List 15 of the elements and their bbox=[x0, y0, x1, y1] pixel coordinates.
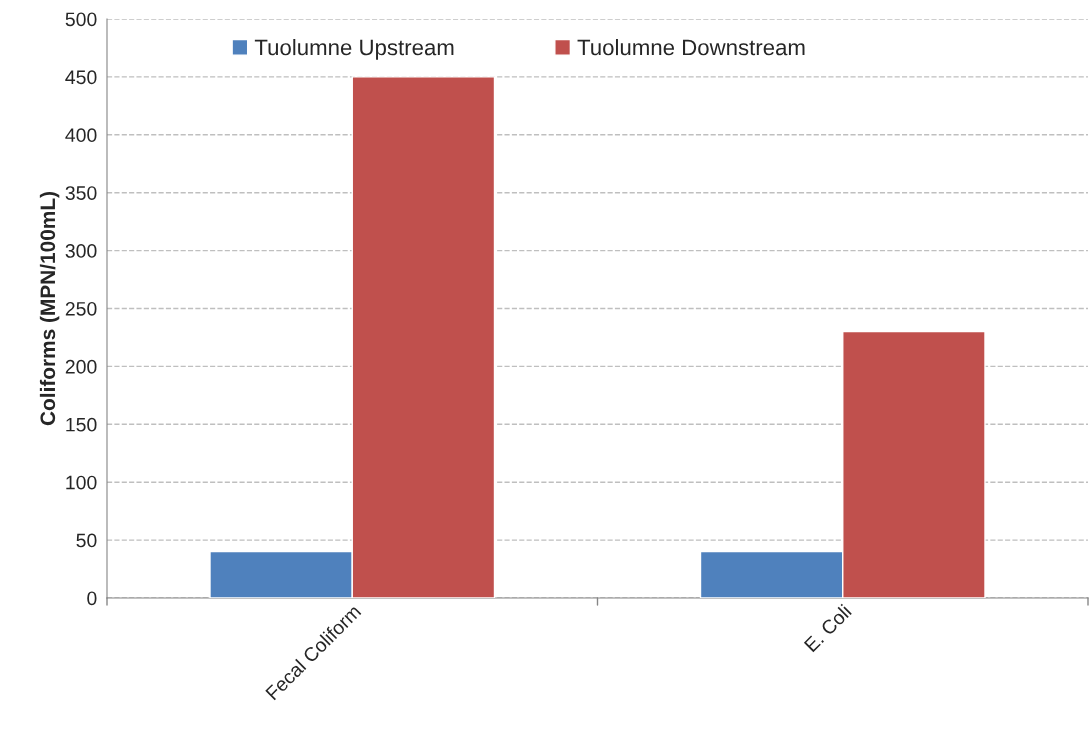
y-tick-label: 450 bbox=[65, 70, 97, 85]
legend-label: Tuolumne Upstream bbox=[254, 39, 454, 60]
y-tick-label: 500 bbox=[65, 12, 97, 27]
y-axis-title: Coliforms (MPN/100mL) bbox=[39, 192, 60, 426]
y-tick-label: 150 bbox=[66, 417, 97, 432]
x-tick-label: E. Coli bbox=[803, 603, 852, 653]
y-tick-label: 200 bbox=[65, 359, 97, 374]
y-tick-label: 100 bbox=[66, 475, 97, 490]
y-tick-label: 250 bbox=[65, 301, 97, 316]
y-tick-label: 0 bbox=[87, 591, 97, 606]
y-tick-label: 300 bbox=[65, 244, 97, 258]
y-tick-label: 400 bbox=[65, 128, 97, 143]
legend-label: Tuolumne Downstream bbox=[577, 39, 805, 56]
y-tick-label: 350 bbox=[65, 186, 97, 200]
y-tick-label: 50 bbox=[76, 533, 97, 548]
